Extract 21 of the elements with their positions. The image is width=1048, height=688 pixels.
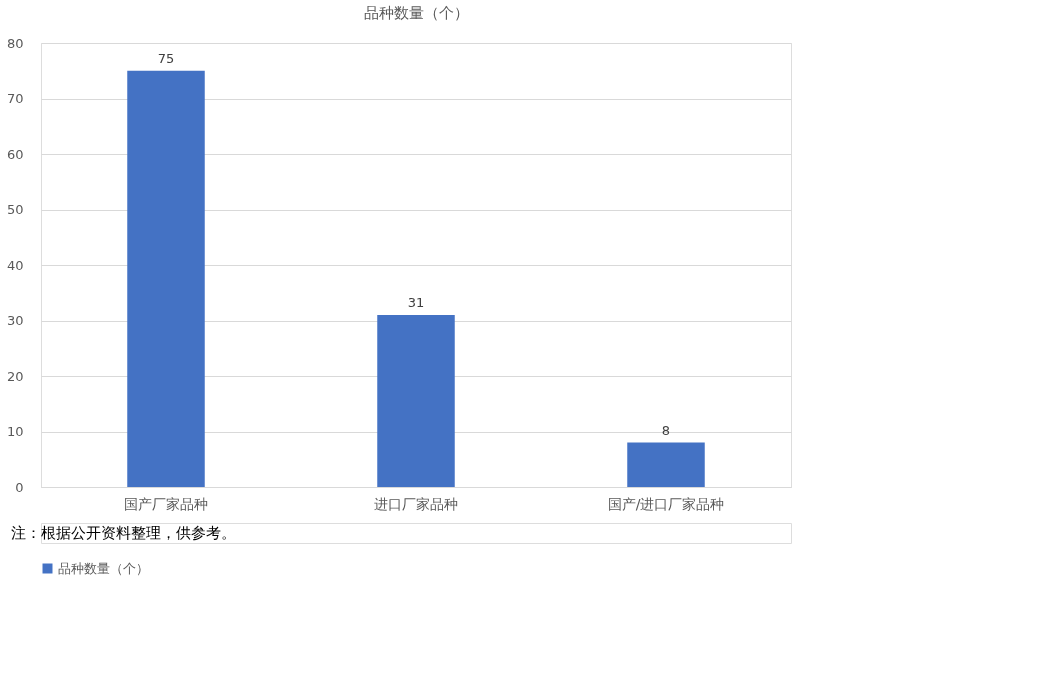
y-tick-label: 40	[6, 257, 24, 273]
x-tick-label: 国产/进口厂家品种	[607, 495, 725, 512]
y-tick-label: 80	[6, 35, 24, 51]
y-tick-label: 0	[15, 479, 24, 495]
x-tick-label: 国产厂家品种	[124, 495, 208, 512]
y-tick-label: 50	[6, 202, 24, 217]
bar	[127, 70, 205, 487]
bar	[377, 314, 455, 487]
y-tick-label: 20	[6, 368, 24, 384]
data-label: 8	[661, 422, 671, 438]
data-label: 75	[157, 50, 175, 66]
chart-title: 品种数量（个）	[363, 4, 469, 22]
bar	[627, 442, 705, 487]
data-label: 31	[407, 294, 425, 310]
y-tick-label: 60	[6, 146, 24, 162]
text: 注：根据公开资料整理，供参考。	[11, 524, 236, 542]
y-tick-label: 10	[6, 424, 24, 439]
y-tick-label: 30	[6, 313, 24, 328]
y-tick-label: 70	[6, 91, 24, 106]
x-tick-label: 进口厂家品种	[374, 495, 458, 512]
legend-label: 品种数量（个）	[58, 560, 149, 576]
